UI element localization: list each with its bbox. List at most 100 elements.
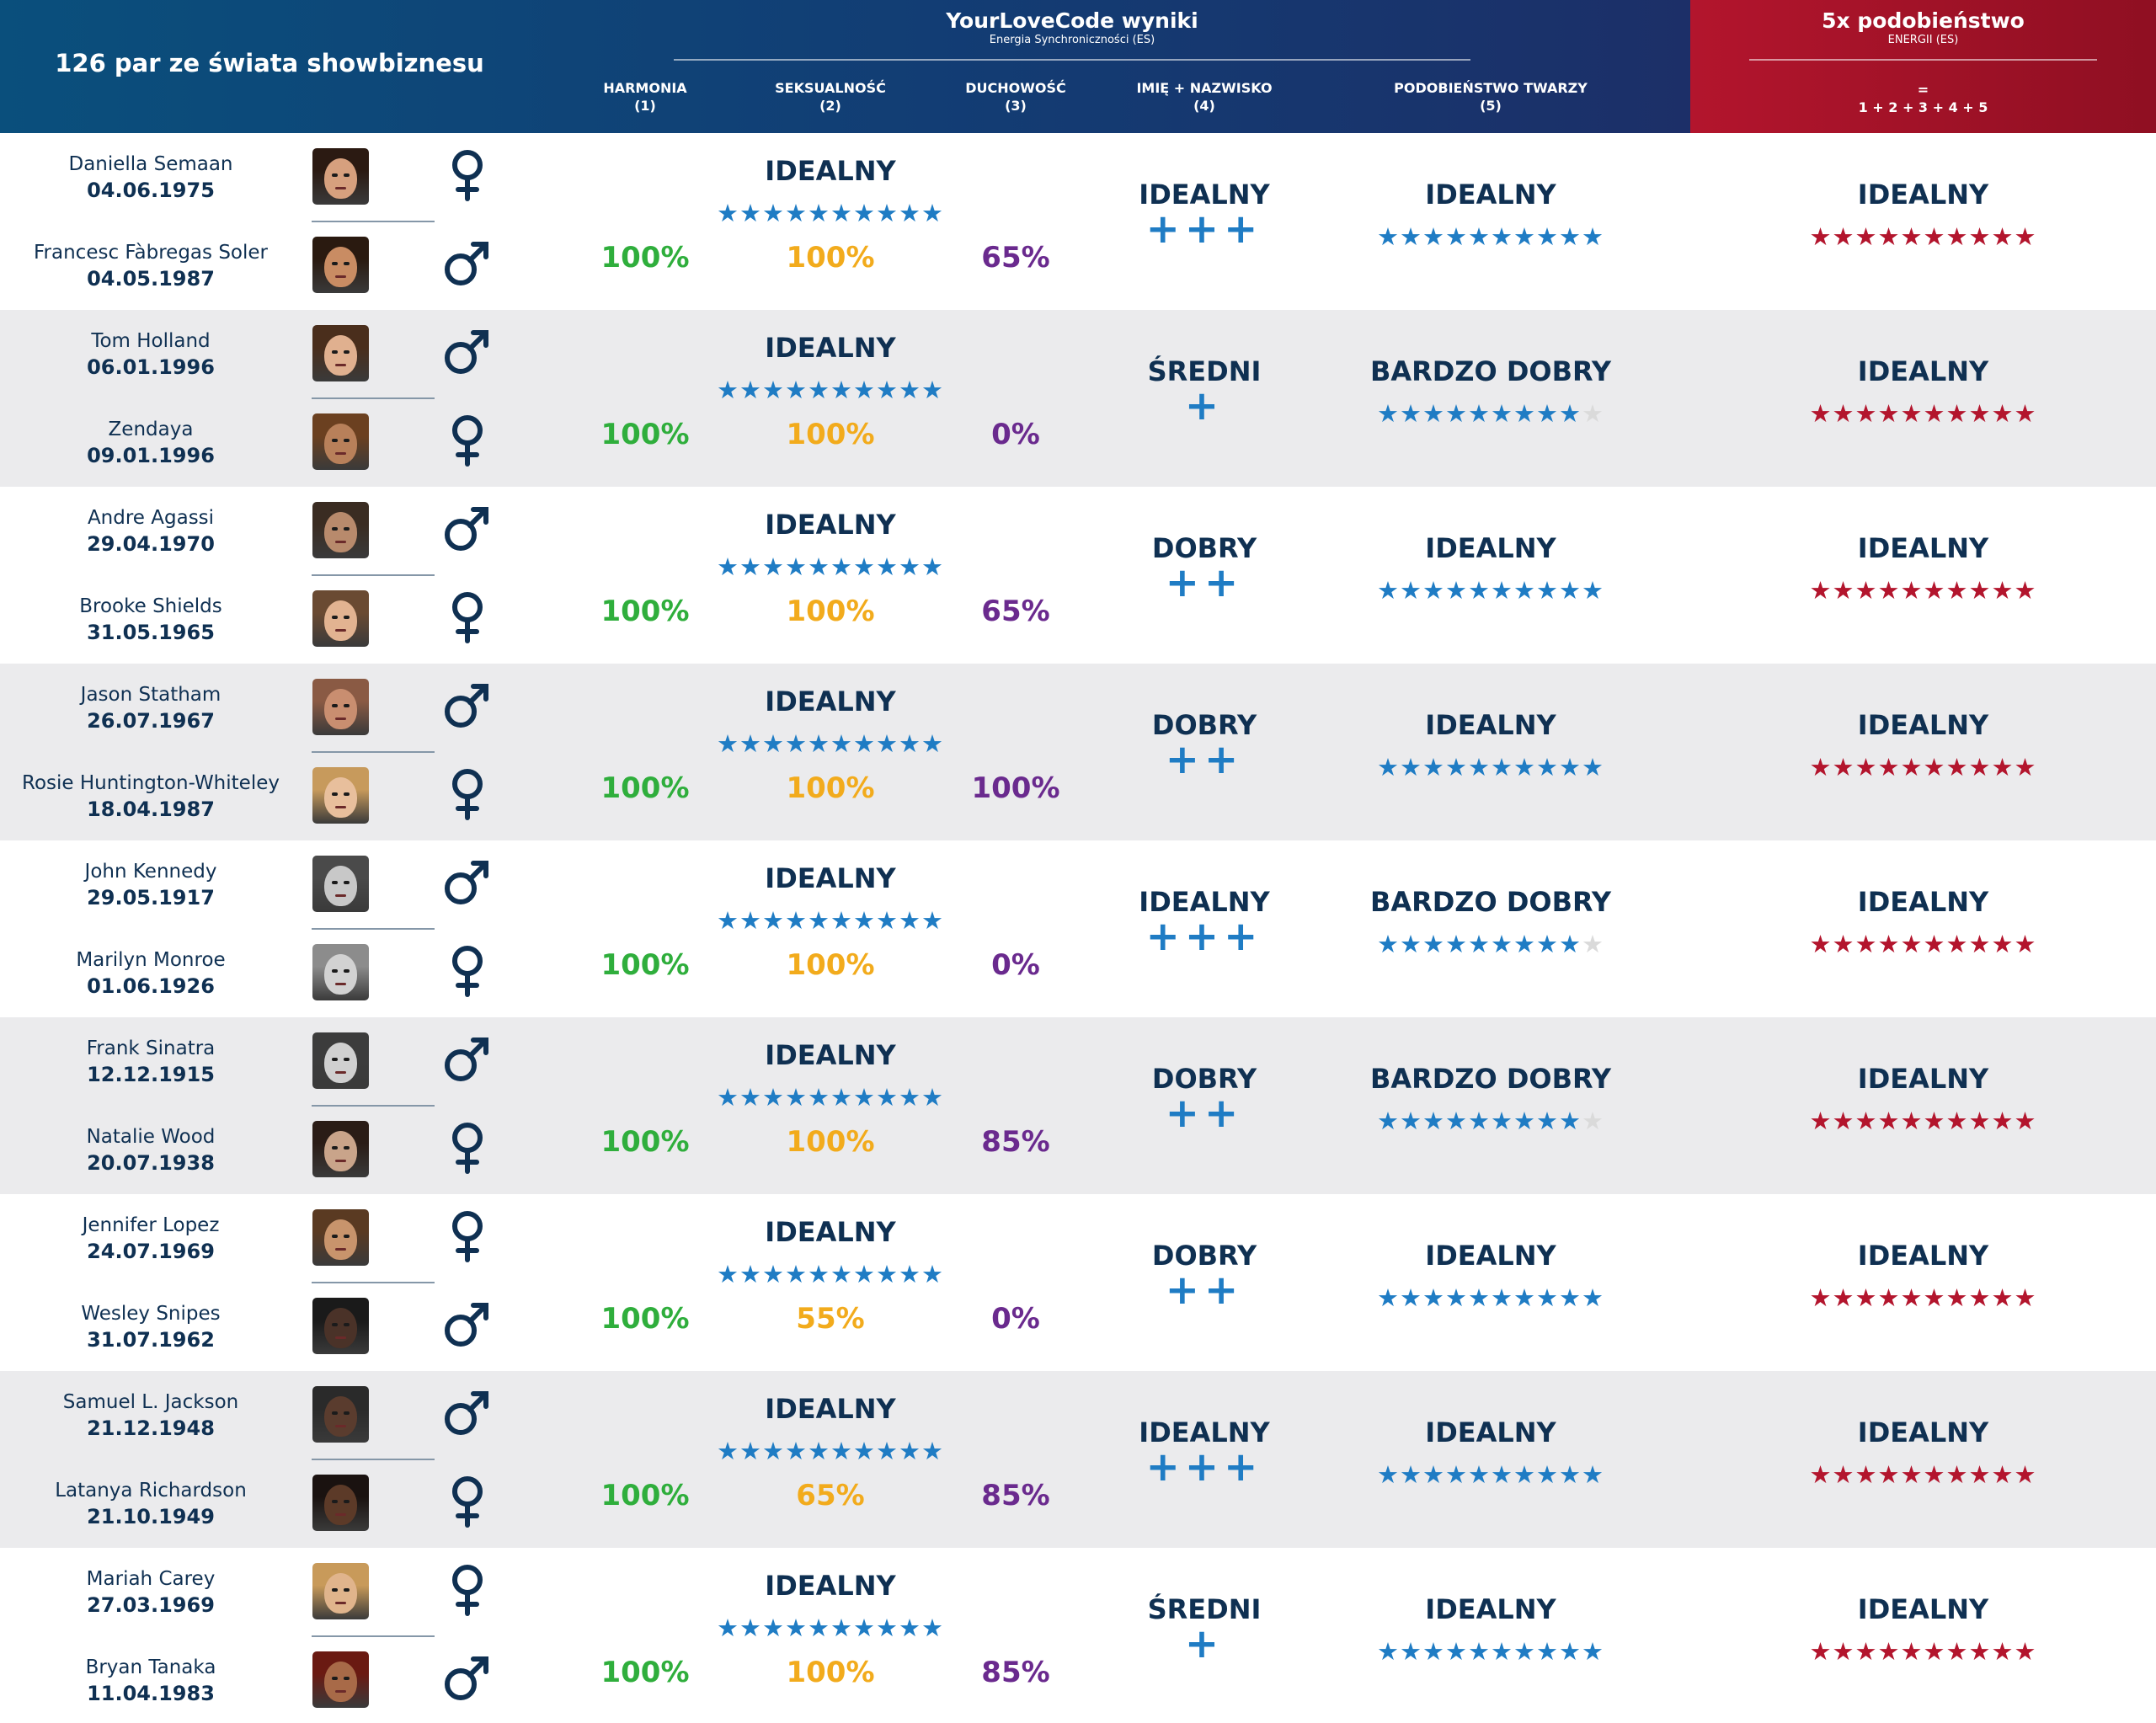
person-name: Rosie Huntington-Whiteley	[22, 772, 280, 794]
avatar-eye	[332, 1500, 338, 1503]
column-header-harmonia: HARMONIA (1)	[578, 79, 712, 115]
star-filled-icon: ★	[1923, 1107, 1946, 1135]
harmonia-percent: 100%	[600, 948, 690, 982]
star-filled-icon: ★	[1923, 930, 1946, 958]
star-filled-icon: ★	[1809, 576, 1833, 605]
duchowosc-percent: 65%	[981, 595, 1050, 628]
star-filled-icon: ★	[1468, 1107, 1491, 1135]
star-filled-icon: ★	[717, 199, 739, 227]
person-name: Latanya Richardson	[55, 1480, 247, 1502]
person-first: Frank Sinatra 12.12.1915	[0, 1036, 302, 1088]
female-symbol-icon	[438, 145, 497, 204]
star-filled-icon: ★	[1945, 222, 1969, 251]
star-filled-icon: ★	[1991, 930, 2015, 958]
face-stars: ★★★★★★★★★★	[1348, 930, 1634, 958]
couples-list: Daniella Semaan 04.06.1975 Francesc Fàbreg…	[0, 133, 2156, 1723]
star-filled-icon: ★	[853, 1437, 876, 1465]
star-filled-icon: ★	[739, 1437, 762, 1465]
star-filled-icon: ★	[1377, 1107, 1400, 1135]
face-verdict: IDEALNY	[1425, 1593, 1556, 1625]
star-filled-icon: ★	[1559, 576, 1582, 605]
seksualnosc-percent: 100%	[786, 418, 875, 451]
seksualnosc-percent: 100%	[786, 771, 875, 805]
star-filled-icon: ★	[853, 199, 876, 227]
star-filled-icon: ★	[1468, 222, 1491, 251]
star-filled-icon: ★	[739, 1083, 762, 1112]
couple-row: Jennifer Lopez 24.07.1969 Wesley Snipes 31.…	[0, 1194, 2156, 1371]
star-filled-icon: ★	[830, 906, 853, 935]
person-first: Samuel L. Jackson 21.12.1948	[0, 1390, 302, 1442]
avatar-eye	[332, 1058, 338, 1061]
avatar-eye	[332, 1588, 338, 1592]
harmonia-percent: 100%	[600, 771, 690, 805]
avatar-mouth	[335, 364, 346, 366]
star-filled-icon: ★	[762, 1083, 785, 1112]
star-filled-icon: ★	[1422, 399, 1445, 428]
star-filled-icon: ★	[1400, 1283, 1422, 1312]
star-filled-icon: ★	[1513, 1107, 1536, 1135]
star-filled-icon: ★	[1832, 222, 1855, 251]
avatar-eye	[332, 262, 338, 265]
harmonia-percent: 100%	[600, 1656, 690, 1689]
couple-row: Jason Statham 26.07.1967 Rosie Huntington-…	[0, 664, 2156, 840]
star-filled-icon: ★	[853, 906, 876, 935]
harmonia-percent: 100%	[600, 1125, 690, 1159]
star-filled-icon: ★	[1422, 1283, 1445, 1312]
star-filled-icon: ★	[1582, 1460, 1604, 1489]
avatar-eye	[344, 1323, 350, 1326]
total-verdict: IDEALNY	[1857, 532, 1989, 564]
avatar-eye	[344, 1146, 350, 1150]
star-filled-icon: ★	[808, 1614, 830, 1642]
star-filled-icon: ★	[1445, 930, 1468, 958]
avatar-face	[324, 512, 357, 552]
star-filled-icon: ★	[1854, 1637, 1878, 1666]
total-verdict: IDEALNY	[1857, 1240, 1989, 1272]
avatar-face	[324, 158, 357, 199]
star-filled-icon: ★	[1491, 576, 1513, 605]
star-filled-icon: ★	[785, 1260, 808, 1288]
star-filled-icon: ★	[1422, 1460, 1445, 1489]
couple-row: Andre Agassi 29.04.1970 Brooke Shields 31.0…	[0, 487, 2156, 664]
avatar-eye	[332, 1411, 338, 1415]
star-filled-icon: ★	[1559, 1637, 1582, 1666]
star-filled-icon: ★	[1923, 1637, 1946, 1666]
couple-row: Tom Holland 06.01.1996 Zendaya 09.01.1996 ID…	[0, 310, 2156, 487]
star-filled-icon: ★	[1991, 1107, 2015, 1135]
star-filled-icon: ★	[2014, 930, 2037, 958]
harmonia-percent: 100%	[600, 418, 690, 451]
star-filled-icon: ★	[1377, 222, 1400, 251]
person-birthdate: 29.04.1970	[87, 532, 215, 556]
combined-stars: ★★★★★★★★★★	[662, 1614, 999, 1642]
star-filled-icon: ★	[853, 376, 876, 404]
star-filled-icon: ★	[1377, 1637, 1400, 1666]
couple-row: Daniella Semaan 04.06.1975 Francesc Fàbreg…	[0, 133, 2156, 310]
star-filled-icon: ★	[1582, 753, 1604, 781]
combined-stars: ★★★★★★★★★★	[662, 1437, 999, 1465]
male-symbol-icon	[438, 233, 497, 292]
avatar-mouth	[335, 1071, 346, 1074]
star-filled-icon: ★	[921, 1437, 944, 1465]
star-filled-icon: ★	[808, 1083, 830, 1112]
person-name: Mariah Carey	[86, 1568, 216, 1590]
star-filled-icon: ★	[808, 552, 830, 581]
star-filled-icon: ★	[739, 906, 762, 935]
star-filled-icon: ★	[1468, 930, 1491, 958]
avatar-face	[324, 600, 357, 641]
avatar-mouth	[335, 187, 346, 189]
avatar-eye	[344, 704, 350, 707]
avatar-mouth	[335, 629, 346, 632]
star-filled-icon: ★	[1559, 222, 1582, 251]
star-filled-icon: ★	[1513, 1460, 1536, 1489]
avatar-eye	[344, 439, 350, 442]
duchowosc-percent: 85%	[981, 1125, 1050, 1159]
star-filled-icon: ★	[830, 199, 853, 227]
avatar-face	[324, 954, 357, 995]
star-filled-icon: ★	[1377, 1460, 1400, 1489]
person-name: Frank Sinatra	[86, 1038, 216, 1059]
avatar	[312, 1121, 369, 1177]
person-first: Mariah Carey 27.03.1969	[0, 1566, 302, 1619]
star-filled-icon: ★	[717, 1614, 739, 1642]
star-filled-icon: ★	[1491, 1460, 1513, 1489]
star-filled-icon: ★	[1559, 1283, 1582, 1312]
name-plus-rating: ++	[1165, 1090, 1244, 1137]
